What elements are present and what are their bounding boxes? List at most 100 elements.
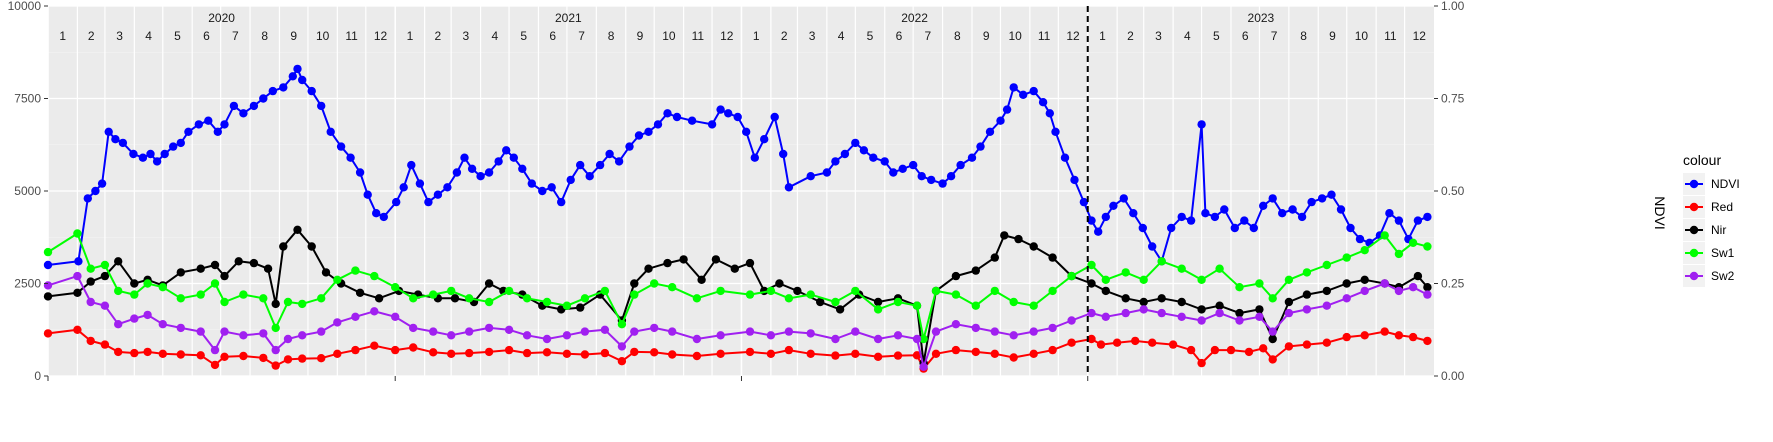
month-label: 10 [1008, 29, 1022, 43]
data-point [873, 334, 883, 344]
data-point [990, 253, 999, 262]
data-point [1302, 290, 1312, 299]
data-point [1244, 347, 1254, 357]
data-point [766, 286, 776, 296]
legend-key-point [1689, 248, 1699, 258]
data-point [176, 268, 185, 277]
data-point [917, 172, 926, 181]
data-point [784, 183, 794, 192]
data-point [1129, 209, 1138, 218]
data-point [697, 275, 706, 284]
data-point [239, 290, 248, 299]
data-point [1268, 334, 1277, 344]
month-label: 5 [520, 29, 527, 43]
data-point [333, 349, 342, 358]
data-point [951, 271, 961, 281]
data-point [1139, 297, 1148, 307]
legend-entry-sw2: Sw2 [1683, 265, 1735, 287]
data-point [196, 327, 205, 336]
data-point [1380, 279, 1389, 288]
data-point [429, 348, 438, 357]
data-point [806, 290, 815, 299]
data-point [429, 290, 438, 299]
data-point [1394, 216, 1404, 225]
data-point [114, 320, 123, 329]
data-point [1360, 286, 1369, 296]
month-label: 1 [59, 29, 66, 43]
data-point [971, 301, 980, 310]
month-label: 3 [116, 29, 123, 43]
data-point [1087, 279, 1096, 288]
data-point [1038, 98, 1048, 107]
data-point [1029, 327, 1038, 336]
data-point [43, 281, 53, 290]
data-point [1148, 338, 1157, 347]
data-point [873, 352, 883, 361]
data-point [760, 135, 769, 144]
data-point [931, 286, 941, 296]
data-point [951, 345, 961, 355]
data-point [1268, 194, 1277, 203]
data-point [1101, 212, 1111, 222]
data-point [143, 279, 152, 288]
data-point [1014, 234, 1023, 244]
data-point [1109, 201, 1118, 210]
data-point [1197, 275, 1206, 284]
data-point [1220, 205, 1229, 214]
data-point [460, 153, 469, 162]
data-point [522, 294, 532, 303]
data-point [176, 323, 185, 333]
month-label: 2 [88, 29, 95, 43]
data-point [1029, 242, 1038, 251]
data-point [898, 164, 907, 173]
data-point [1342, 294, 1351, 303]
data-point [43, 329, 53, 338]
data-point [160, 149, 169, 159]
data-point [86, 264, 95, 273]
month-label: 6 [1242, 29, 1249, 43]
data-point [1070, 175, 1079, 185]
data-point [1215, 308, 1224, 318]
month-label: 1 [407, 29, 414, 43]
data-point [1327, 190, 1336, 199]
legend-key-point [1689, 179, 1699, 189]
data-point [283, 355, 293, 364]
data-point [307, 242, 316, 251]
data-point [831, 351, 840, 360]
data-point [283, 334, 293, 344]
data-point [1255, 305, 1264, 314]
data-point [912, 351, 922, 360]
data-point [750, 153, 759, 162]
data-point [169, 142, 178, 151]
data-point [1119, 194, 1129, 203]
data-point [130, 279, 139, 288]
data-point [176, 294, 185, 303]
data-point [663, 109, 672, 118]
data-point [653, 120, 663, 129]
data-point [1177, 312, 1186, 321]
data-point [333, 318, 342, 327]
data-point [687, 116, 697, 125]
data-point [374, 294, 384, 303]
data-point [1009, 83, 1018, 92]
data-point [220, 120, 229, 129]
data-point [644, 264, 653, 273]
month-label: 7 [1271, 29, 1278, 43]
data-point [1186, 345, 1196, 355]
data-point [1197, 316, 1206, 325]
data-point [851, 327, 860, 336]
legend-entry-sw1: Sw1 [1683, 242, 1735, 264]
legend-entry-nir: Nir [1683, 219, 1726, 241]
month-label: 3 [463, 29, 470, 43]
data-point [1360, 331, 1369, 340]
data-point [1210, 212, 1220, 222]
data-point [1186, 216, 1196, 225]
month-label: 8 [261, 29, 268, 43]
data-point [370, 271, 379, 281]
data-point [484, 323, 494, 333]
data-point [1355, 234, 1365, 244]
month-label: 10 [316, 29, 330, 43]
data-point [745, 327, 755, 336]
data-point [630, 279, 639, 288]
month-label: 3 [1155, 29, 1162, 43]
